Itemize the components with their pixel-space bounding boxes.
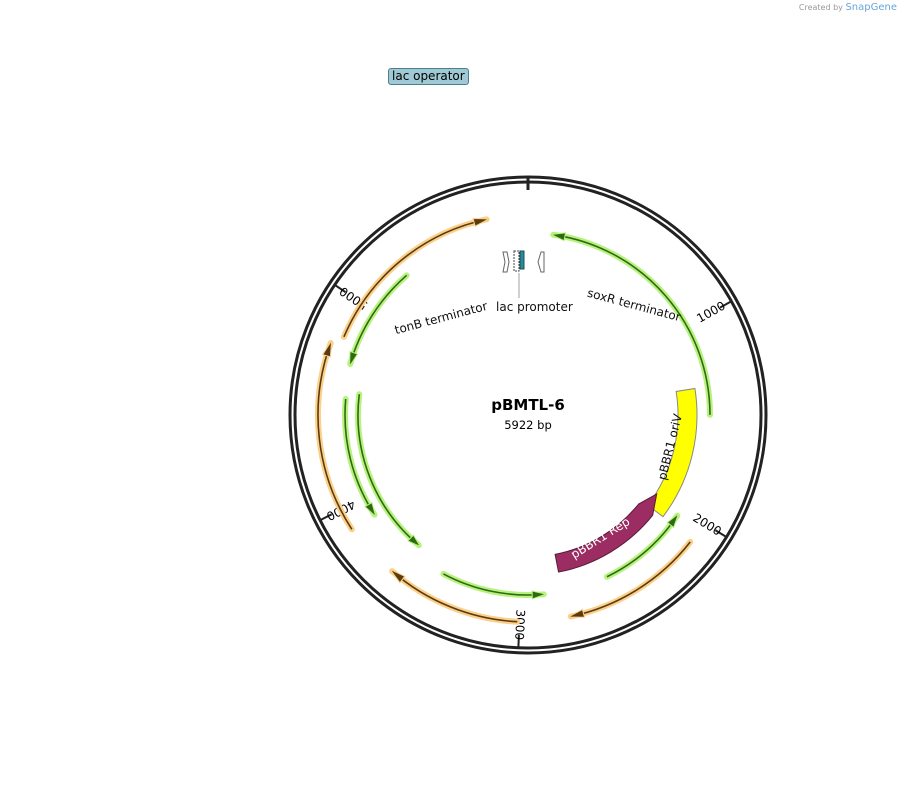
pbbr1-rep-feature[interactable] (554, 492, 658, 573)
tick-label: 2000 (690, 511, 723, 539)
tick-label: 1000 (694, 299, 727, 326)
orange-feature-arc[interactable] (340, 216, 491, 340)
arrowhead-icon (348, 350, 359, 368)
tick-mark (714, 529, 727, 538)
feature-label-lac-operator[interactable]: lac operator (388, 68, 469, 85)
arrowhead-icon (407, 534, 422, 548)
arrowhead-icon (567, 608, 586, 618)
arrowhead-icon (666, 512, 680, 529)
tonb-terminator-icon (502, 251, 510, 273)
orange-feature-arc[interactable] (389, 568, 521, 625)
arrowhead-icon (549, 232, 567, 242)
plasmid-length: 5922 bp (504, 418, 552, 432)
feature-label-lac-promoter[interactable]: lac promoter (496, 300, 573, 314)
lac-promoter-icon (513, 250, 520, 272)
arrowhead-icon (321, 340, 333, 358)
arrowhead-icon (531, 590, 548, 600)
terminator-glyphs (502, 250, 545, 298)
tick-mark (719, 300, 731, 309)
pbbr1-oriv-feature[interactable] (647, 387, 698, 518)
tick-mark (334, 284, 347, 293)
green-feature-arc[interactable] (355, 391, 422, 549)
arrowhead-icon (472, 218, 491, 227)
green-feature-arc[interactable] (603, 512, 681, 580)
arrowhead-icon (364, 501, 377, 519)
green-feature-arc[interactable] (342, 396, 378, 519)
tick-label: 3000 (512, 609, 527, 640)
orange-feature-arc[interactable] (567, 538, 694, 620)
credit-text: Created by (798, 3, 843, 12)
plasmid-name: pBMTL-6 (491, 396, 565, 414)
green-feature-arc[interactable] (549, 231, 713, 418)
orange-feature-arc[interactable] (315, 340, 355, 533)
snapgene-credit: Created by SnapGene (799, 2, 897, 13)
arrowhead-icon (389, 568, 406, 584)
green-feature-arc[interactable] (440, 570, 548, 600)
tick-mark (320, 513, 333, 521)
snapgene-logo: SnapGene (845, 2, 897, 13)
green-feature-arc[interactable] (347, 272, 410, 368)
lac-operator-icon (519, 250, 525, 270)
soxr-terminator-icon (537, 251, 545, 273)
